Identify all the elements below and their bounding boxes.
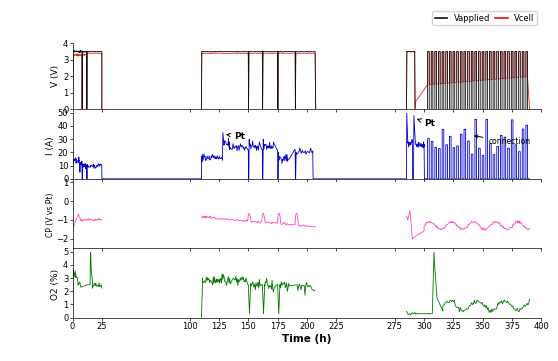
Y-axis label: I (A): I (A) (46, 136, 55, 155)
Text: Pt: Pt (227, 132, 246, 141)
X-axis label: Time (h): Time (h) (282, 334, 331, 344)
Text: Pt: Pt (418, 119, 435, 128)
Legend: Vapplied, Vcell: Vapplied, Vcell (432, 11, 537, 25)
Y-axis label: CP (V vs Pt): CP (V vs Pt) (46, 193, 55, 238)
Y-axis label: O2 (%): O2 (%) (51, 269, 60, 300)
Text: connection: connection (475, 135, 531, 147)
Y-axis label: V (V): V (V) (51, 65, 60, 87)
